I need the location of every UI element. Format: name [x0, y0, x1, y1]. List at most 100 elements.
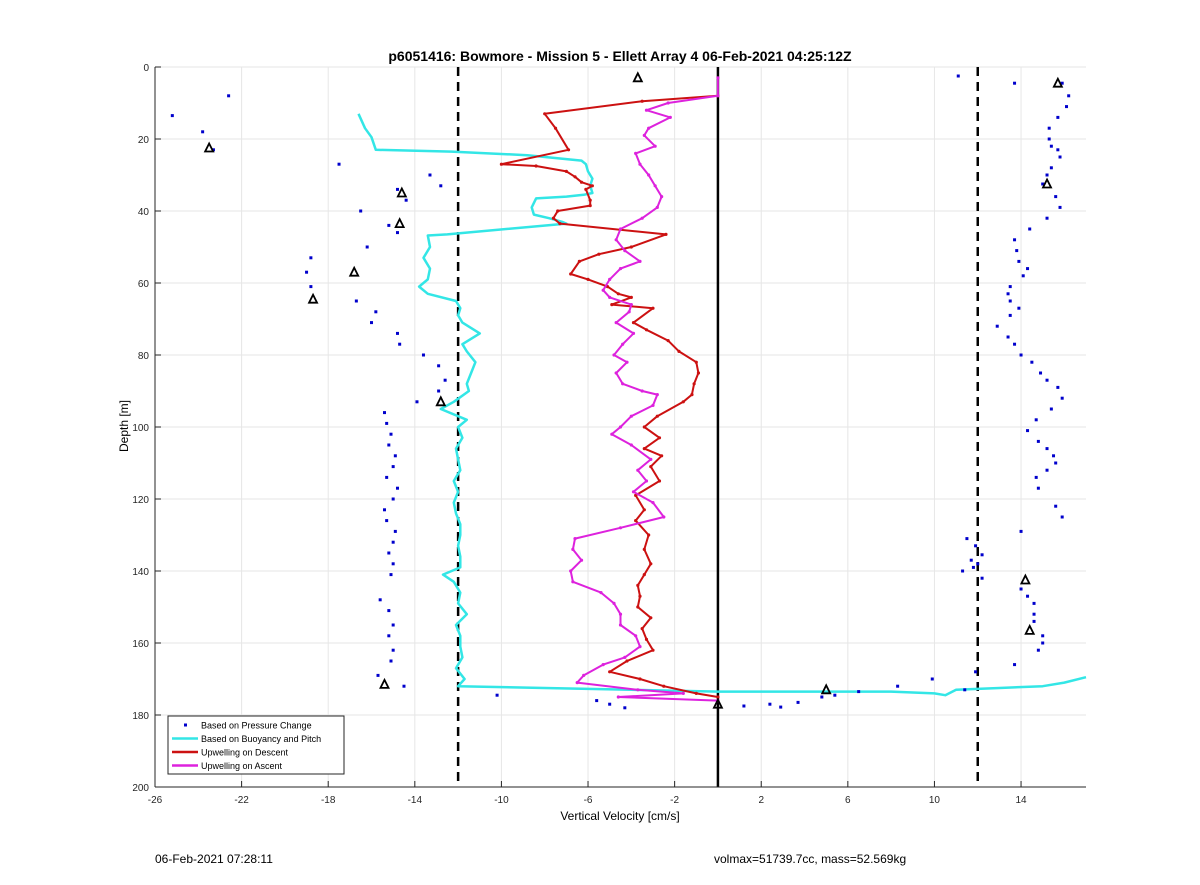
series-layer: [170, 71, 1087, 710]
descent-point: [649, 616, 653, 620]
pressure-change-point: [1060, 396, 1064, 400]
pressure-change-point: [1032, 612, 1036, 616]
pressure-change-point: [402, 684, 406, 688]
ascent-point: [634, 634, 638, 638]
x-tick-label: -2: [670, 795, 679, 806]
pressure-change-point: [1049, 166, 1053, 170]
descent-point: [625, 659, 629, 663]
pressure-change-point: [391, 648, 395, 652]
pressure-change-point: [415, 400, 419, 404]
pressure-change-point: [391, 623, 395, 627]
pressure-change-point: [354, 299, 358, 303]
pressure-change-point: [1036, 648, 1040, 652]
grid: [154, 66, 1086, 788]
pressure-change-point: [337, 162, 341, 166]
ascent-point: [634, 151, 638, 155]
ascent-point: [644, 479, 649, 483]
y-tick-label: 200: [132, 783, 149, 794]
pressure-change-point: [896, 684, 900, 688]
ascent-point: [681, 691, 685, 696]
descent-point: [644, 328, 649, 332]
y-tick-label: 60: [138, 279, 150, 290]
pressure-change-point: [495, 693, 499, 697]
ascent-point: [638, 259, 642, 263]
pressure-change-point: [1041, 641, 1045, 645]
pressure-change-point: [1047, 137, 1051, 141]
footer-timestamp: 06-Feb-2021 07:28:11: [155, 852, 273, 866]
triangle-marker: [1052, 76, 1064, 88]
y-tick-label: 180: [132, 711, 149, 722]
ascent-point: [640, 389, 644, 393]
pressure-change-point: [421, 353, 425, 357]
descent-point: [577, 259, 581, 263]
legend-label: Upwelling on Ascent: [201, 761, 283, 771]
ascent-point: [625, 360, 629, 364]
y-axis-label: Depth [m]: [117, 400, 131, 452]
descent-point: [569, 272, 573, 276]
legend-swatch: [184, 723, 187, 727]
descent-point: [694, 691, 698, 696]
descent-line: [500, 94, 719, 698]
pressure-change-point: [201, 130, 205, 134]
ascent-point: [649, 457, 653, 461]
pressure-change-point: [980, 576, 984, 580]
ascent-point: [571, 580, 575, 584]
descent-point: [642, 508, 646, 512]
pressure-change-point: [1008, 299, 1012, 303]
x-tick-label: -22: [234, 795, 249, 806]
pressure-change-point: [387, 223, 391, 227]
pressure-change-point: [395, 231, 399, 235]
y-tick-label: 140: [132, 567, 149, 578]
pressure-change-point: [387, 609, 391, 613]
descent-point: [649, 465, 653, 469]
x-tick-label: 14: [1015, 795, 1027, 806]
descent-point: [566, 148, 571, 152]
descent-point: [499, 162, 504, 166]
pressure-change-point: [961, 569, 965, 573]
descent-point: [642, 447, 646, 451]
pressure-change-point: [963, 688, 967, 692]
descent-point: [642, 425, 646, 429]
buoyancy-pitch-line: [357, 113, 1087, 697]
descent-point: [629, 245, 633, 249]
pressure-change-point: [965, 537, 969, 541]
pressure-change-point: [1017, 259, 1021, 263]
triangle-marker: [203, 141, 215, 153]
ascent-point: [575, 681, 579, 685]
descent-point: [636, 583, 640, 588]
pressure-change-point: [1067, 94, 1071, 98]
descent-point: [662, 684, 666, 688]
pressure-change-point: [309, 256, 313, 260]
descent-point: [649, 562, 653, 566]
pressure-change-point: [1039, 371, 1043, 375]
descent-point: [644, 637, 649, 642]
pressure-change-point: [1056, 115, 1060, 119]
pressure-change-point: [976, 562, 980, 566]
ascent-point: [601, 663, 605, 667]
triangle-marker: [435, 395, 447, 407]
ascent-point: [662, 515, 666, 519]
legend: Based on Pressure Change Based on Buoyanc…: [167, 715, 345, 775]
pressure-change-point: [428, 173, 432, 177]
pressure-change-point: [608, 702, 612, 706]
pressure-change-point: [443, 378, 447, 382]
pressure-change-point: [1054, 461, 1058, 465]
triangle-marker: [632, 71, 644, 83]
pressure-change-point: [383, 411, 387, 415]
ascent-point: [614, 238, 618, 242]
descent-point: [543, 112, 547, 116]
descent-point: [642, 573, 646, 577]
pressure-change-point: [1052, 454, 1056, 458]
ascent-point: [642, 133, 646, 137]
pressure-change-point: [1013, 81, 1017, 85]
pressure-change-point: [1008, 313, 1012, 317]
pressure-change-point: [1060, 81, 1064, 85]
pressure-change-point: [389, 659, 393, 663]
ascent-point: [653, 184, 657, 188]
pressure-change-point: [439, 184, 443, 188]
descent-point: [651, 306, 655, 310]
ascent-point: [631, 331, 636, 335]
pressure-change-point: [389, 432, 393, 436]
pressure-change-point: [383, 508, 387, 512]
ascent-point: [651, 501, 655, 505]
